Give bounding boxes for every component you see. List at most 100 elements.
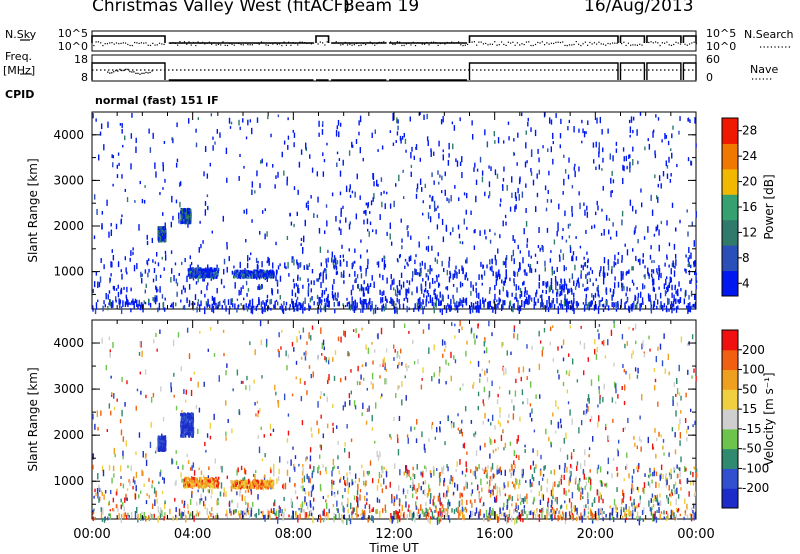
- echo: [372, 197, 374, 202]
- echo: [295, 283, 297, 287]
- echo: [504, 493, 507, 497]
- echo: [122, 483, 125, 489]
- echo: [278, 505, 281, 510]
- echo-near: [297, 304, 299, 312]
- echo: [459, 161, 462, 166]
- echo: [695, 280, 698, 283]
- echo: [203, 381, 205, 387]
- echo: [331, 482, 333, 487]
- echo: [419, 112, 421, 116]
- echo: [274, 184, 276, 189]
- echo: [398, 174, 400, 182]
- echo-near: [237, 304, 240, 308]
- echo: [535, 464, 537, 469]
- echo: [430, 493, 432, 499]
- echo: [175, 450, 177, 454]
- echo-cluster: [247, 269, 250, 273]
- echo-near: [662, 305, 664, 312]
- echo: [326, 263, 328, 268]
- echo-cluster: [233, 272, 236, 276]
- echo: [412, 473, 414, 477]
- echo: [286, 179, 288, 186]
- echo: [586, 259, 589, 264]
- noise-point: [195, 44, 197, 47]
- echo: [535, 206, 537, 213]
- noise-point: [691, 42, 693, 44]
- echo: [674, 432, 676, 438]
- echo-cluster: [196, 274, 198, 278]
- echo: [195, 404, 198, 409]
- echo: [509, 494, 511, 500]
- echo: [311, 472, 313, 479]
- echo: [311, 485, 314, 492]
- echo: [326, 142, 328, 146]
- echo: [369, 510, 371, 514]
- echo: [239, 153, 241, 158]
- noise-point: [593, 42, 596, 44]
- echo-cluster: [194, 275, 196, 279]
- echo: [111, 392, 113, 395]
- echo: [500, 470, 502, 476]
- echo: [496, 399, 499, 405]
- echo: [400, 284, 403, 290]
- echo: [503, 261, 506, 266]
- echo: [636, 129, 638, 136]
- echo: [571, 465, 573, 470]
- echo-near: [599, 300, 601, 307]
- echo: [668, 452, 670, 457]
- echo: [300, 237, 303, 241]
- echo: [323, 393, 325, 397]
- echo: [305, 146, 307, 150]
- echo: [362, 291, 365, 297]
- echo-near: [192, 301, 195, 307]
- echo-cluster: [237, 269, 239, 273]
- echo: [578, 191, 580, 196]
- echo: [629, 154, 631, 158]
- echo: [420, 485, 422, 491]
- echo: [437, 252, 439, 257]
- echo: [570, 452, 573, 458]
- echo: [319, 470, 322, 476]
- echo: [632, 282, 635, 286]
- echo-near: [602, 303, 605, 308]
- echo: [162, 212, 164, 216]
- echo-near: [138, 299, 140, 305]
- echo: [237, 467, 239, 473]
- echo: [320, 391, 322, 395]
- echo: [299, 335, 302, 340]
- echo: [279, 275, 282, 282]
- echo: [254, 349, 256, 356]
- echo: [370, 200, 373, 206]
- echo: [481, 282, 483, 286]
- echo-cluster: [254, 269, 256, 273]
- echo: [576, 461, 579, 466]
- echo: [299, 378, 302, 384]
- echo: [561, 304, 564, 310]
- echo: [368, 231, 370, 237]
- echo: [238, 175, 240, 181]
- echo: [420, 267, 422, 274]
- echo: [184, 287, 186, 293]
- noise-point: [190, 44, 192, 46]
- echo: [431, 268, 433, 272]
- echo: [418, 298, 420, 305]
- echo: [447, 303, 449, 307]
- echo: [526, 514, 528, 520]
- echo: [427, 290, 429, 293]
- echo: [128, 479, 130, 483]
- echo: [322, 495, 325, 500]
- echo: [132, 476, 135, 480]
- echo: [415, 506, 418, 510]
- echo-near: [95, 302, 98, 310]
- echo: [121, 376, 123, 383]
- echo: [364, 504, 366, 509]
- noise-point: [240, 43, 242, 46]
- echo: [450, 375, 452, 382]
- echo: [209, 326, 212, 331]
- echo: [459, 320, 461, 327]
- echo: [690, 290, 693, 297]
- echo: [351, 515, 353, 520]
- echo: [590, 484, 592, 489]
- echo: [570, 300, 573, 304]
- echo: [563, 154, 565, 158]
